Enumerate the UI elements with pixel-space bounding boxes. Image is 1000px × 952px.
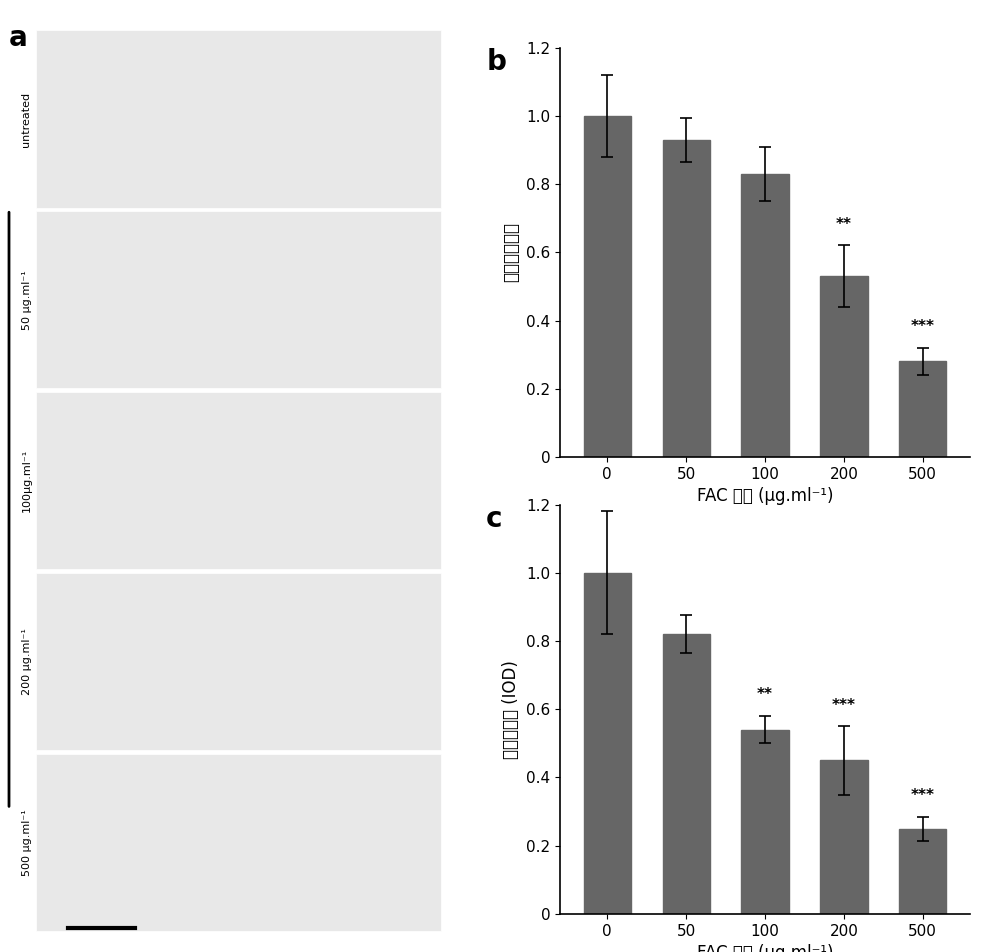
Text: b: b bbox=[486, 48, 506, 75]
Bar bbox=[584, 573, 631, 914]
Text: a: a bbox=[9, 24, 28, 51]
FancyBboxPatch shape bbox=[36, 211, 441, 388]
Text: **: ** bbox=[836, 217, 852, 232]
Bar bbox=[584, 116, 631, 457]
Text: c: c bbox=[486, 505, 503, 532]
Text: 200 μg.ml⁻¹: 200 μg.ml⁻¹ bbox=[22, 628, 32, 695]
Text: ***: *** bbox=[911, 319, 935, 334]
Text: 100μg.ml⁻¹: 100μg.ml⁻¹ bbox=[22, 449, 32, 512]
Text: 50 μg.ml⁻¹: 50 μg.ml⁻¹ bbox=[22, 270, 32, 329]
FancyBboxPatch shape bbox=[36, 30, 441, 208]
Bar bbox=[899, 362, 946, 457]
X-axis label: FAC 浓度 (μg.ml⁻¹): FAC 浓度 (μg.ml⁻¹) bbox=[697, 487, 833, 506]
Bar bbox=[820, 761, 868, 914]
FancyBboxPatch shape bbox=[36, 392, 441, 569]
Bar bbox=[741, 174, 789, 457]
Bar bbox=[820, 276, 868, 457]
FancyBboxPatch shape bbox=[36, 754, 441, 931]
Text: **: ** bbox=[757, 687, 773, 703]
Text: untreated: untreated bbox=[22, 91, 32, 147]
Bar bbox=[662, 140, 710, 457]
Y-axis label: 相对骨密度 (IOD): 相对骨密度 (IOD) bbox=[502, 660, 520, 759]
Bar bbox=[899, 828, 946, 914]
Bar bbox=[741, 729, 789, 914]
Text: 500 μg.ml⁻¹: 500 μg.ml⁻¹ bbox=[22, 809, 32, 876]
X-axis label: FAC 浓度 (μg.ml⁻¹): FAC 浓度 (μg.ml⁻¹) bbox=[697, 944, 833, 952]
Text: ***: *** bbox=[832, 698, 856, 713]
FancyBboxPatch shape bbox=[36, 573, 441, 750]
Text: ***: *** bbox=[911, 788, 935, 803]
Y-axis label: 相对矿化面积: 相对矿化面积 bbox=[502, 222, 520, 283]
Bar bbox=[662, 634, 710, 914]
